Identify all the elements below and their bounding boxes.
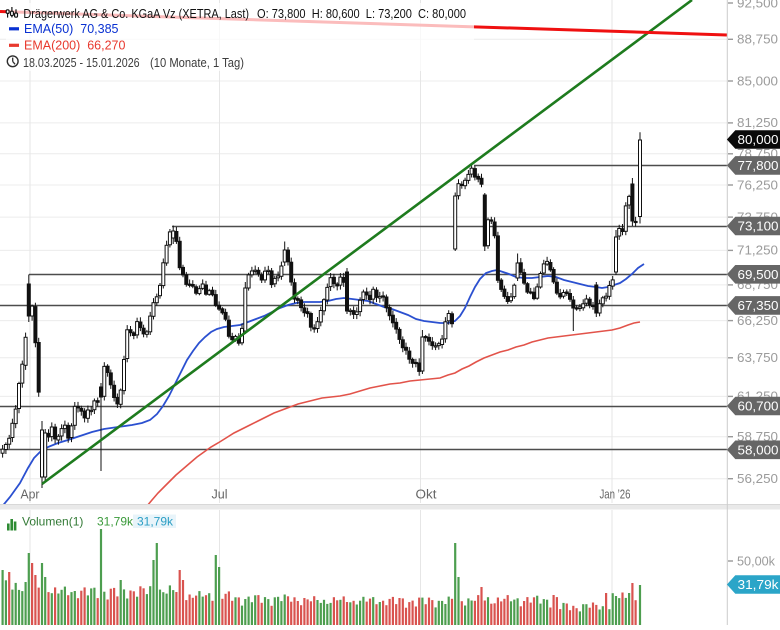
svg-text:69,500: 69,500 (738, 267, 779, 282)
svg-text:63,750: 63,750 (737, 351, 778, 365)
svg-text:EMA(50) 70,385: EMA(50) 70,385 (24, 22, 119, 36)
svg-text:85,000: 85,000 (737, 74, 778, 88)
svg-text:(10 Monate, 1 Tag): (10 Monate, 1 Tag) (150, 56, 244, 70)
svg-text:67,350: 67,350 (738, 298, 779, 313)
svg-text:Volumen(1): Volumen(1) (22, 515, 83, 529)
svg-text:73,100: 73,100 (738, 219, 779, 234)
svg-text:Jul: Jul (212, 488, 228, 502)
svg-text:81,250: 81,250 (737, 116, 778, 130)
svg-text:58,000: 58,000 (738, 442, 779, 457)
svg-text:60,700: 60,700 (738, 399, 779, 414)
svg-text:92,500: 92,500 (737, 0, 778, 10)
svg-text:71,250: 71,250 (737, 244, 778, 258)
svg-text:18.03.2025 - 15.01.2026: 18.03.2025 - 15.01.2026 (23, 56, 140, 70)
svg-text:31,79k: 31,79k (97, 515, 134, 529)
svg-text:77,800: 77,800 (738, 158, 779, 173)
svg-text:O: 73,800 H: 80,600 L: 73,20: O: 73,800 H: 80,600 L: 73,200 C: 80,000 (257, 7, 466, 21)
svg-text:56,250: 56,250 (737, 472, 778, 486)
svg-text:Apr: Apr (21, 488, 40, 502)
svg-text:88,750: 88,750 (737, 33, 778, 47)
svg-text:EMA(200) 66,270: EMA(200) 66,270 (24, 39, 125, 53)
svg-text:Jan ’26: Jan ’26 (600, 488, 631, 502)
svg-text:50,00k: 50,00k (737, 554, 776, 568)
svg-text:Okt: Okt (416, 488, 438, 502)
svg-text:80,000: 80,000 (738, 132, 779, 147)
svg-text:31,79k: 31,79k (137, 515, 174, 529)
svg-text:66,250: 66,250 (737, 314, 778, 328)
svg-text:76,250: 76,250 (737, 178, 778, 192)
svg-text:Drägerwerk AG & Co. KGaA Vz (X: Drägerwerk AG & Co. KGaA Vz (XETRA, Last… (23, 7, 249, 21)
svg-text:31,79k: 31,79k (738, 577, 780, 592)
